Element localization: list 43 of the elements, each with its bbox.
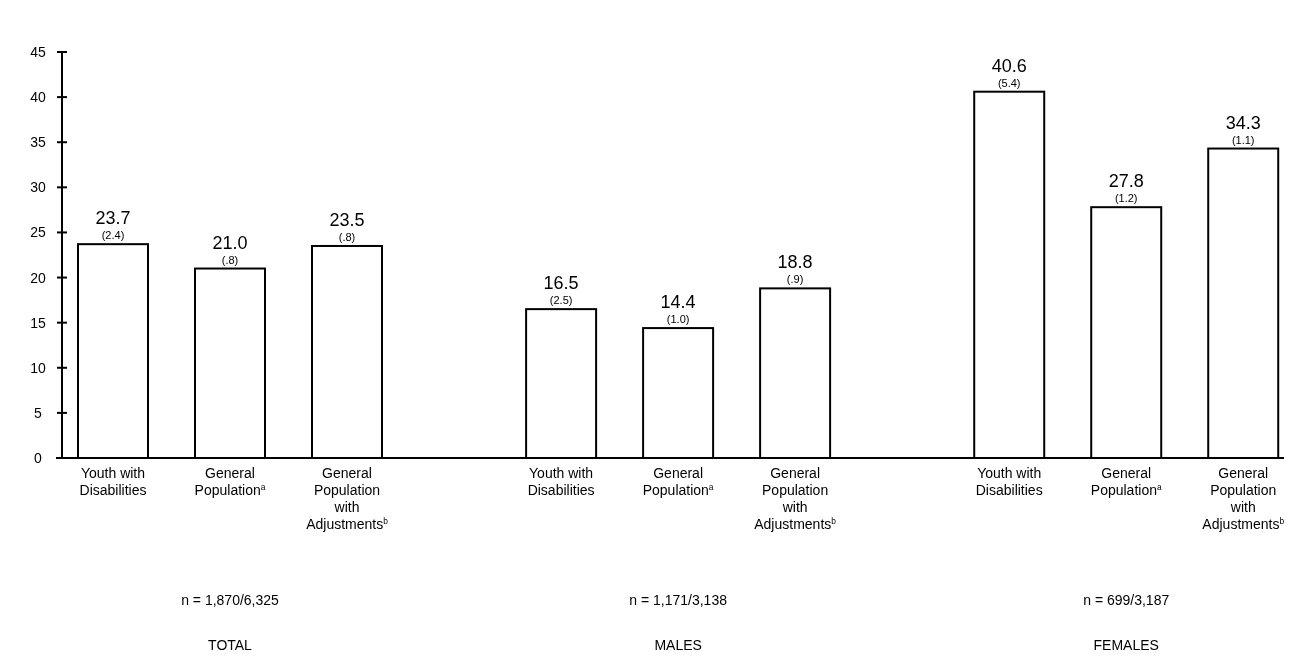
data-label: 18.8 [777,252,813,273]
text: n = 699/3,187 [1083,592,1170,608]
x-tick-label: General Population$^{a}$ [642,465,714,498]
data-label: 16.5 [543,273,579,294]
annotation: (1.2) [1114,192,1138,205]
x-tick-label: Youth with Disabilities [527,465,595,498]
data-label: 27.8 [1108,171,1144,192]
text: n = 1,171/3,138 [629,592,728,608]
data-label: 34.3 [1225,112,1261,133]
annotation: (.8) [221,253,239,266]
text: n = 1,870/6,325 [181,592,280,608]
y-tick-label: 10 [30,359,46,376]
data-label: 14.4 [660,292,696,313]
y-tick-label: 0 [34,450,43,466]
text: FEMALES [1093,637,1159,653]
y-tick-label: 45 [30,44,46,60]
x-tick-label: Youth with Disabilities [975,465,1043,498]
text: MALES [654,637,702,653]
y-tick-label: 5 [34,404,43,421]
annotation: (5.4) [997,76,1021,89]
x-tick-label: General Population with Adjustments$^{b}$ [306,465,389,532]
x-tick-label: Youth with Disabilities [79,465,147,498]
data-label: 23.5 [329,209,365,230]
text: TOTAL [208,637,253,653]
y-tick-label: 40 [30,89,46,106]
annotation: (2.5) [549,294,573,307]
y-tick-label: 15 [30,314,46,331]
annotation: (2.4) [101,229,125,242]
x-tick-label: General Population$^{a}$ [194,465,266,498]
annotation: (1.1) [1231,133,1255,146]
y-tick-label: 25 [30,224,46,241]
x-tick-label: General Population$^{a}$ [1090,465,1162,498]
y-tick-label: 35 [30,134,46,151]
y-tick-label: 30 [30,179,46,196]
data-label: 23.7 [95,208,131,229]
annotation: (1.0) [666,313,690,326]
data-label: 21.0 [212,232,248,253]
x-tick-label: General Population with Adjustments$^{b}$ [1202,465,1285,532]
y-tick-label: 20 [30,269,46,286]
data-label: 40.6 [991,55,1027,76]
annotation: (.8) [338,230,356,243]
x-tick-label: General Population with Adjustments$^{b}$ [754,465,837,532]
annotation: (.9) [786,273,804,286]
